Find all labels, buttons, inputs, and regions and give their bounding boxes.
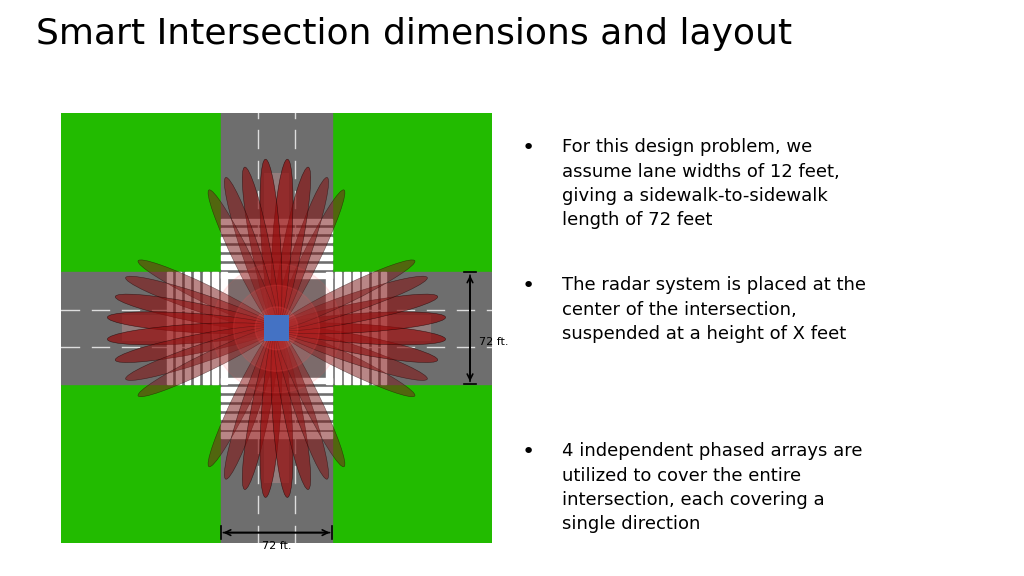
Bar	[372, 272, 377, 384]
FancyBboxPatch shape	[322, 367, 509, 554]
Bar	[220, 387, 333, 392]
Ellipse shape	[208, 328, 278, 467]
Ellipse shape	[208, 190, 278, 328]
Ellipse shape	[224, 177, 278, 328]
Bar	[185, 272, 190, 384]
Text: 72 ft.: 72 ft.	[262, 541, 291, 551]
Bar	[220, 414, 333, 419]
FancyArrow shape	[263, 328, 290, 483]
Text: •: •	[522, 276, 536, 297]
Bar	[344, 272, 349, 384]
Bar	[61, 272, 492, 384]
Bar	[353, 272, 358, 384]
Bar	[221, 272, 226, 384]
Bar	[204, 272, 209, 384]
Text: 4 independent phased arrays are
utilized to cover the entire
intersection, each : 4 independent phased arrays are utilized…	[562, 442, 862, 533]
FancyArrow shape	[263, 173, 290, 328]
Ellipse shape	[275, 190, 345, 328]
Circle shape	[233, 285, 319, 372]
Ellipse shape	[271, 159, 293, 328]
Bar	[195, 272, 200, 384]
Ellipse shape	[116, 326, 276, 362]
Bar	[220, 264, 333, 270]
Text: The radar system is placed at the
center of the intersection,
suspended at a hei: The radar system is placed at the center…	[562, 276, 866, 343]
Bar	[220, 246, 333, 251]
Ellipse shape	[275, 328, 329, 479]
Ellipse shape	[276, 327, 415, 397]
FancyBboxPatch shape	[50, 96, 238, 283]
Ellipse shape	[260, 159, 282, 328]
Bar	[220, 396, 333, 401]
FancyBboxPatch shape	[50, 367, 238, 554]
Bar	[362, 272, 368, 384]
Ellipse shape	[276, 327, 427, 380]
Bar	[212, 272, 217, 384]
Bar	[220, 378, 333, 384]
FancyBboxPatch shape	[322, 96, 509, 283]
Ellipse shape	[224, 328, 278, 479]
Bar	[263, 316, 290, 341]
Ellipse shape	[275, 177, 329, 328]
Ellipse shape	[126, 276, 276, 329]
Ellipse shape	[276, 312, 445, 334]
Ellipse shape	[274, 328, 310, 490]
Text: •: •	[522, 138, 536, 158]
Ellipse shape	[116, 294, 276, 331]
Ellipse shape	[276, 326, 437, 362]
Ellipse shape	[243, 328, 279, 490]
Ellipse shape	[276, 276, 427, 329]
Bar	[327, 272, 332, 384]
Ellipse shape	[274, 167, 310, 328]
FancyArrow shape	[122, 316, 276, 341]
Text: •: •	[522, 442, 536, 463]
Text: 72 ft.: 72 ft.	[478, 337, 508, 347]
Ellipse shape	[260, 328, 282, 498]
Ellipse shape	[108, 312, 276, 334]
Ellipse shape	[108, 323, 276, 345]
Ellipse shape	[276, 260, 415, 329]
Circle shape	[212, 264, 341, 393]
Bar	[220, 237, 333, 242]
FancyArrow shape	[276, 316, 431, 341]
Bar	[220, 228, 333, 233]
Ellipse shape	[243, 167, 279, 328]
Ellipse shape	[138, 327, 276, 397]
Circle shape	[255, 307, 298, 350]
Bar	[220, 113, 333, 543]
Bar	[220, 433, 333, 438]
Bar	[220, 273, 333, 278]
Ellipse shape	[271, 328, 293, 498]
Bar	[167, 272, 172, 384]
Bar	[220, 423, 333, 429]
Ellipse shape	[126, 327, 276, 380]
Text: Smart Intersection dimensions and layout: Smart Intersection dimensions and layout	[36, 17, 792, 51]
Ellipse shape	[275, 328, 345, 467]
Bar	[336, 272, 341, 384]
Text: For this design problem, we
assume lane widths of 12 feet,
giving a sidewalk-to-: For this design problem, we assume lane …	[562, 138, 840, 229]
Ellipse shape	[276, 323, 445, 345]
Ellipse shape	[276, 294, 437, 331]
Bar	[220, 406, 333, 411]
Bar	[176, 272, 181, 384]
Bar	[381, 272, 386, 384]
Ellipse shape	[138, 260, 276, 329]
Bar	[220, 219, 333, 224]
Bar	[220, 255, 333, 260]
